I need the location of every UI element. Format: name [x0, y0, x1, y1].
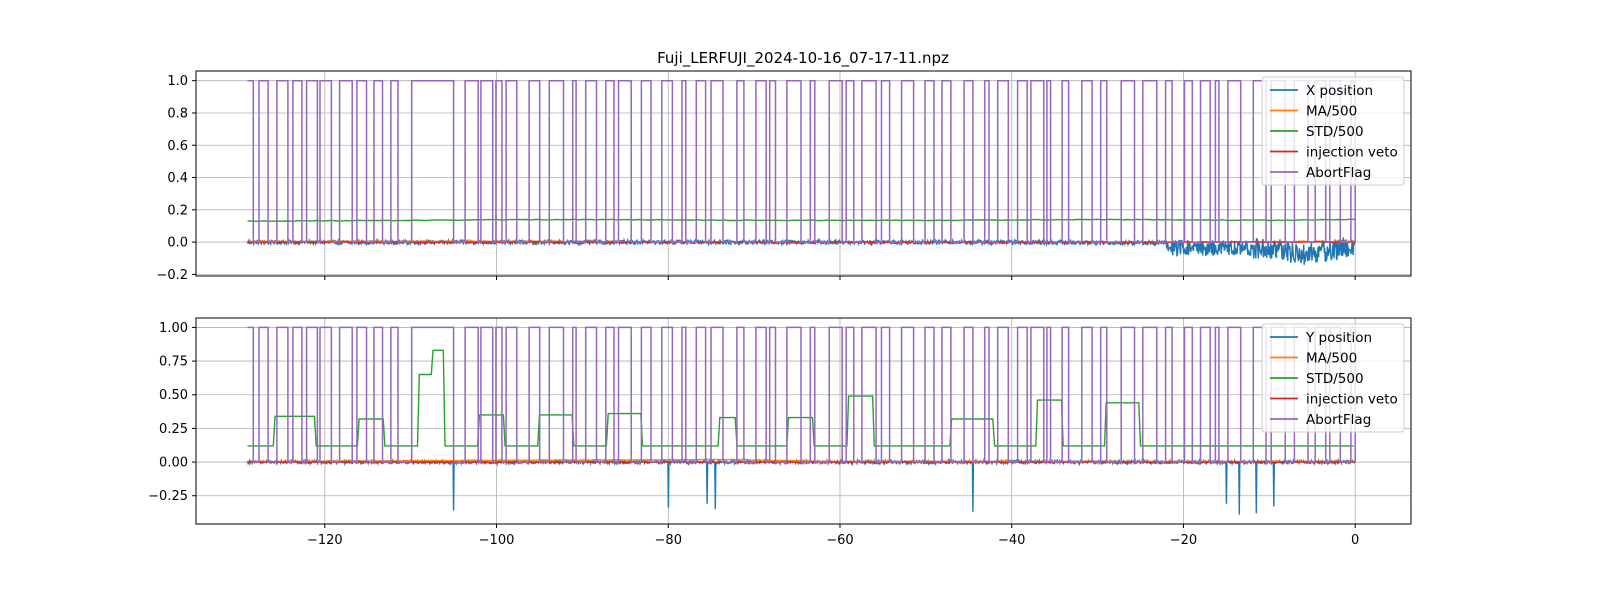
legend: Y position MA/500 STD/500 injection veto Abo…: [1261, 323, 1405, 433]
legend-label: injection veto: [1306, 145, 1398, 161]
legend-box: [1261, 323, 1405, 433]
x-tick-label: −120: [307, 533, 343, 548]
y-tick-label: 0.0: [167, 236, 188, 251]
y-tick-label: 0.6: [167, 139, 188, 154]
legend-label: Y position: [1305, 330, 1372, 346]
y-tick-label: −0.25: [148, 489, 188, 504]
x-tick-label: −100: [479, 533, 515, 548]
y-tick-label: 0.25: [159, 422, 188, 437]
axes-frame: [195, 317, 1412, 525]
series-line-abortflag: [247, 326, 1356, 463]
series-line-abortflag: [247, 79, 1356, 243]
y-tick-label: 0.75: [159, 355, 188, 370]
legend-label: X position: [1306, 83, 1373, 99]
legend: X position MA/500 STD/500 injection veto Abo…: [1261, 76, 1405, 186]
x-tick-label: −40: [998, 533, 1025, 548]
y-tick-label: 0.8: [167, 106, 188, 121]
y-tick-label: 1.0: [167, 74, 188, 89]
y-tick-label: 0.00: [159, 456, 188, 471]
plot-x-position: −0.2 0.0 0.2 0.4 0.6 0.8 1.0 X position MA/500 ST…: [156, 70, 1412, 283]
plot-y-position: −120 −100 −80 −60 −40 −20 0 −0.25 0.00 0.25 0.50 0.…: [148, 317, 1412, 548]
axes-frame: [195, 70, 1412, 277]
legend-label: AbortFlag: [1306, 165, 1371, 181]
legend-label: STD/500: [1306, 371, 1364, 387]
legend-label: injection veto: [1306, 392, 1398, 408]
legend-box: [1261, 76, 1405, 186]
y-tick-label: 0.4: [167, 171, 188, 186]
y-tick-label: 0.2: [167, 203, 188, 218]
x-tick-label: −20: [1170, 533, 1197, 548]
x-tick-label: −80: [655, 533, 682, 548]
legend-label: MA/500: [1306, 104, 1357, 120]
legend-label: MA/500: [1306, 351, 1357, 367]
x-tick-label: 0: [1351, 533, 1359, 548]
y-tick-label: 0.50: [159, 388, 188, 403]
y-tick-label: −0.2: [156, 268, 188, 283]
legend-label: STD/500: [1306, 124, 1364, 140]
y-tick-label: 1.00: [159, 321, 188, 336]
x-tick-label: −60: [826, 533, 853, 548]
chart-title: Fuji_LERFUJI_2024-10-16_07-17-11.npz: [657, 49, 949, 68]
legend-label: AbortFlag: [1306, 412, 1371, 428]
